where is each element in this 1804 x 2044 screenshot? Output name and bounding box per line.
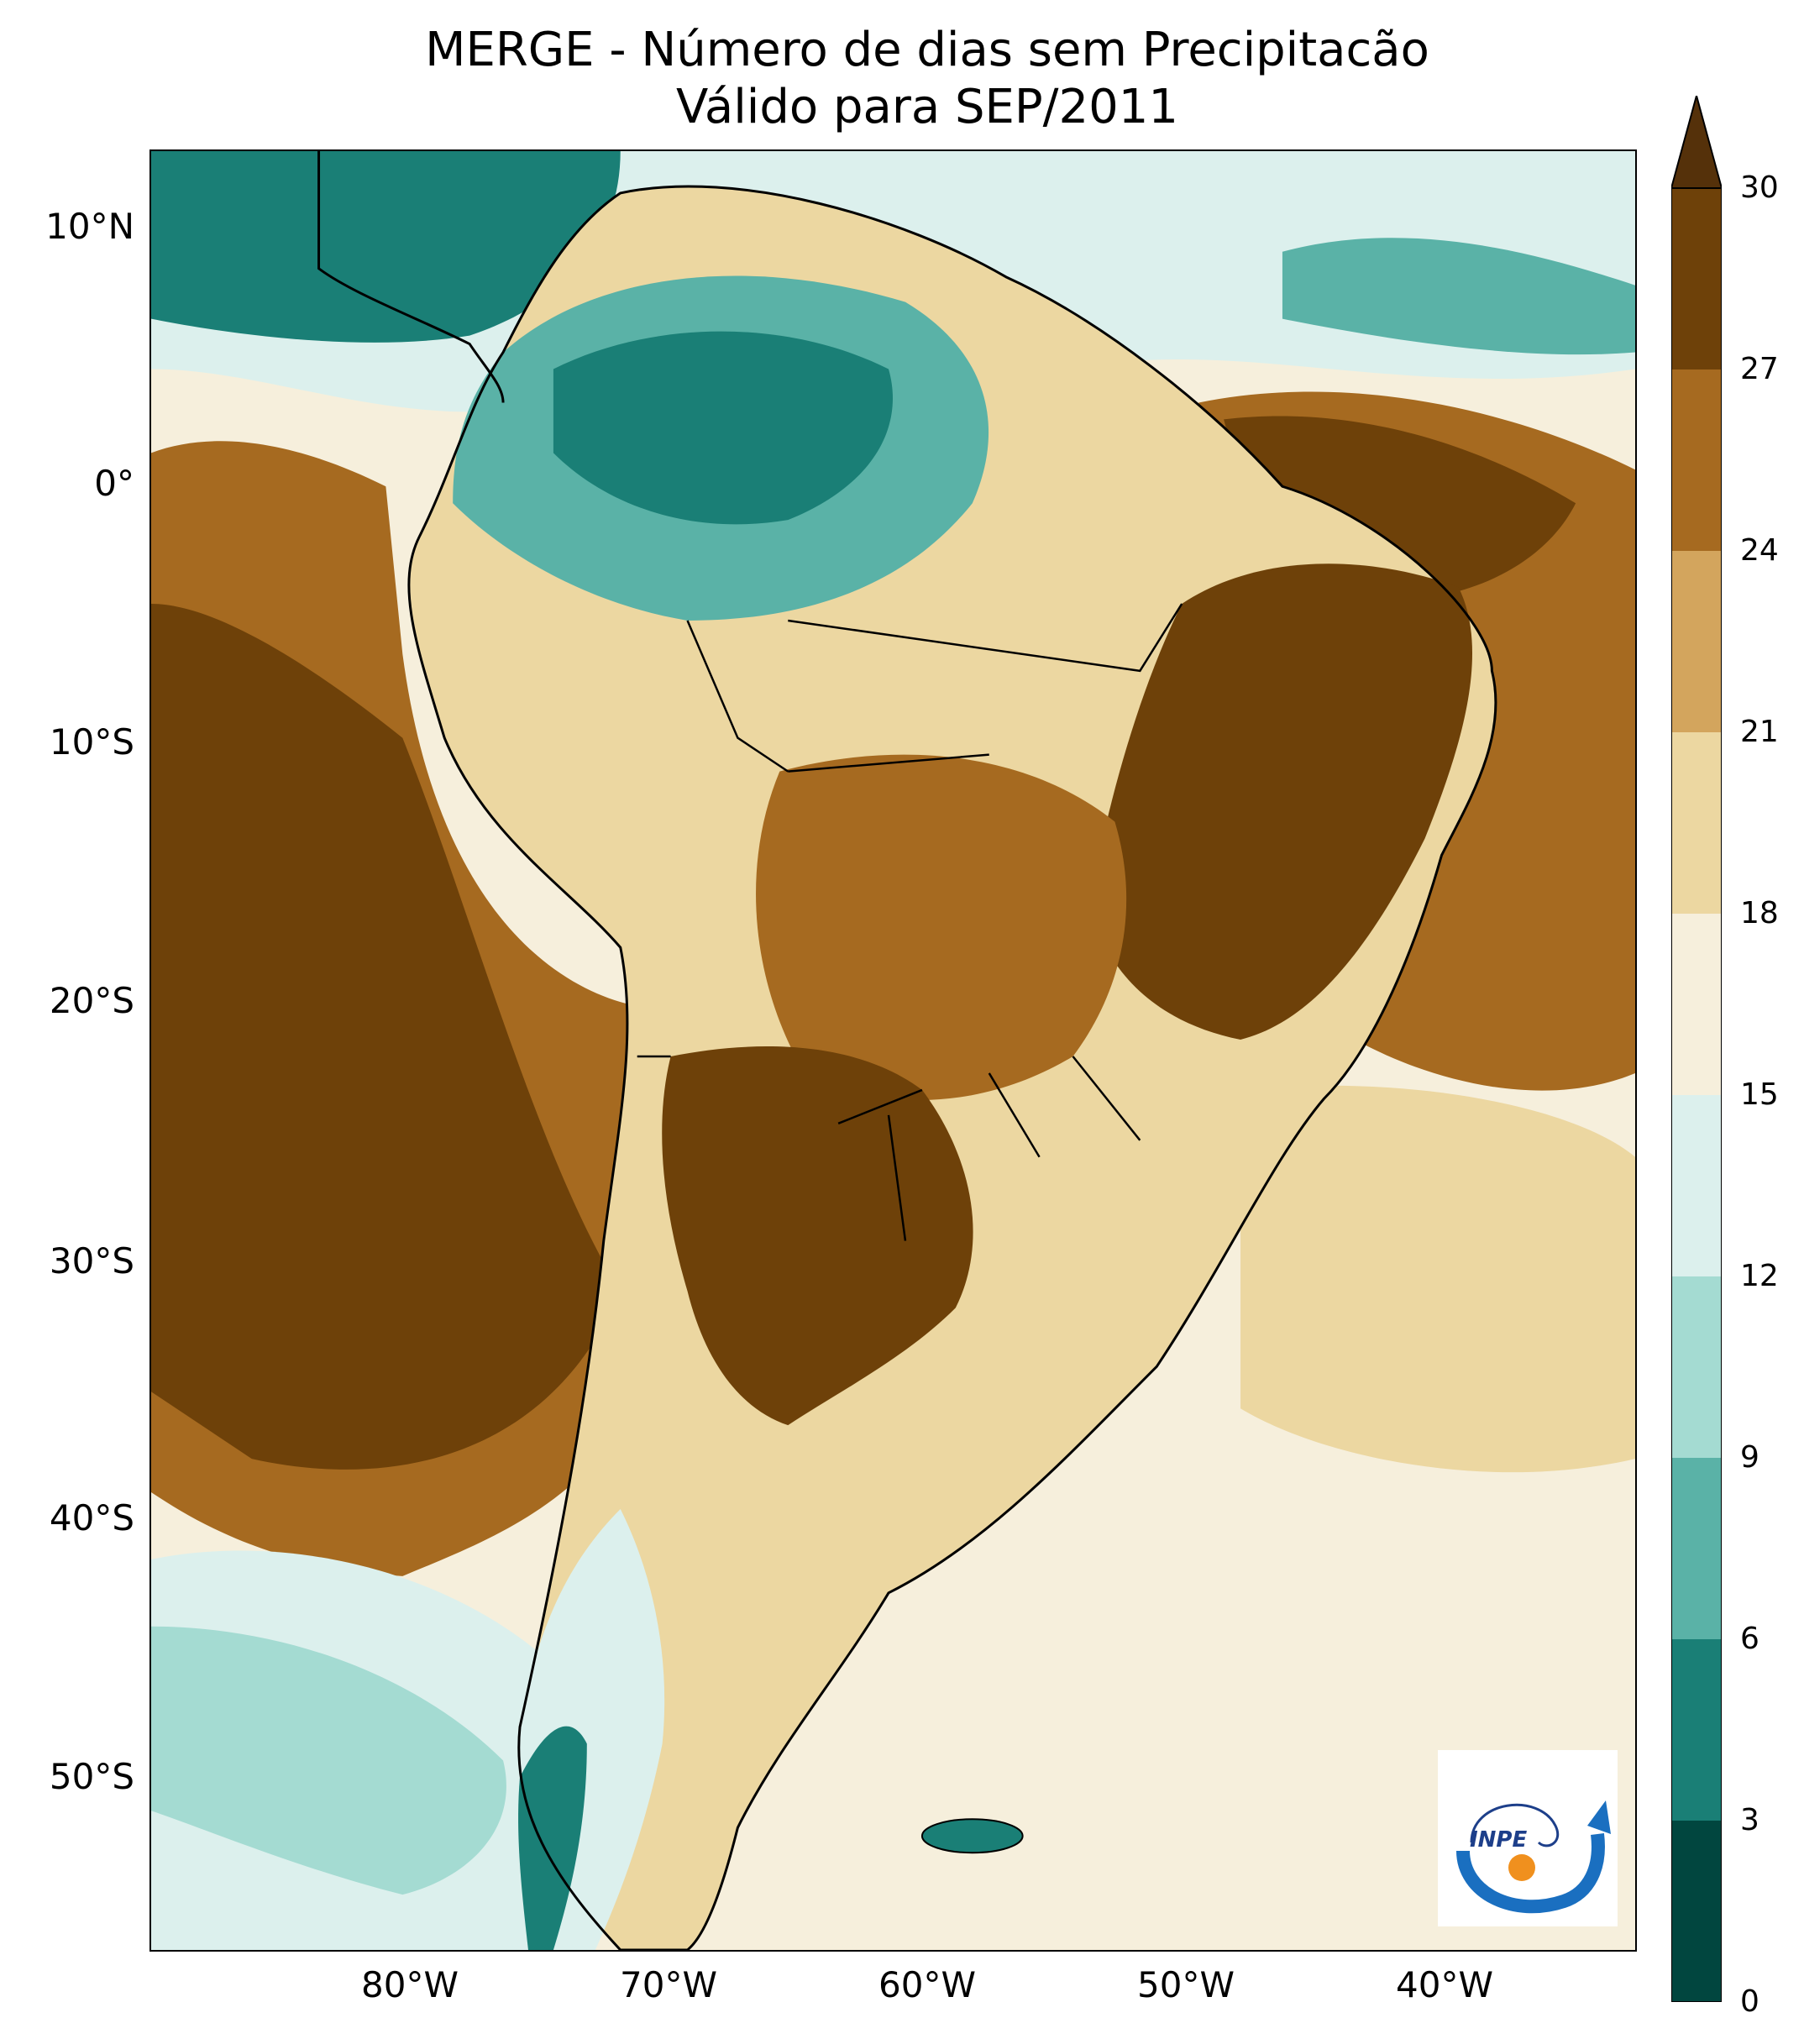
- atlantic-itcz-band: [1282, 238, 1635, 355]
- lat-tick-label: 20°S: [49, 980, 134, 1021]
- map-plot-area: [149, 149, 1637, 1952]
- colorbar-tick-label: 15: [1740, 1077, 1779, 1112]
- inpe-logo: INPE: [1438, 1750, 1618, 1926]
- pacific-very-dry-zone: [151, 603, 621, 1470]
- colorbar-band-6-9: [1671, 1458, 1722, 1639]
- colorbar-band-0-3: [1671, 1821, 1722, 2002]
- colorbar-band-24-27: [1671, 369, 1722, 551]
- colorbar-band-21-24: [1671, 551, 1722, 732]
- colorbar-tick-label: 27: [1740, 352, 1779, 386]
- colorbar: [1671, 96, 1722, 2002]
- colorbar-band-3-6: [1671, 1639, 1722, 1821]
- logo-arrow-icon: [1587, 1800, 1611, 1834]
- logo-text: INPE: [1470, 1827, 1528, 1853]
- continent-outline: [407, 185, 1497, 1950]
- colorbar-tick-label: 30: [1740, 170, 1779, 205]
- map-title-line1: MERGE - Número de dias sem Precipitacão: [425, 23, 1429, 77]
- colorbar-band-12-15: [1671, 1095, 1722, 1276]
- south-pacific-wetter-zone: [151, 1626, 506, 1895]
- logo-orbit: [1470, 1803, 1559, 1847]
- lat-tick-label: 10°S: [49, 721, 134, 763]
- lat-tick-label: 0°: [94, 463, 134, 504]
- colorbar-tick-label: 0: [1740, 1984, 1759, 2019]
- colorbar-extend-arrow: [1671, 96, 1722, 189]
- lat-tick-label: 50°S: [49, 1756, 134, 1797]
- precipitation-map: [151, 151, 1635, 1950]
- logo-orange-dot: [1508, 1854, 1535, 1881]
- south-atlantic-zone: [1240, 1085, 1635, 1473]
- lon-tick-label: 70°W: [620, 1964, 717, 2005]
- amazon-wettest-zone: [553, 331, 894, 525]
- colorbar-tick-label: 18: [1740, 896, 1779, 930]
- colorbar-tick-label: 24: [1740, 533, 1779, 568]
- colorbar-tick-label: 12: [1740, 1259, 1779, 1293]
- central-brazil-dry-zone: [756, 754, 1127, 1100]
- colorbar-band-27-30: [1671, 188, 1722, 369]
- inpe-logo-graphic: [1456, 1800, 1611, 1914]
- colorbar-tick-label: 21: [1740, 715, 1779, 749]
- map-title-line2: Válido para SEP/2011: [675, 80, 1179, 134]
- lon-tick-label: 60°W: [878, 1964, 976, 2005]
- colorbar-band-9-12: [1671, 1276, 1722, 1458]
- colorbar-tick-label: 3: [1740, 1803, 1759, 1837]
- lat-tick-label: 10°N: [45, 206, 134, 247]
- logo-swoosh: [1456, 1833, 1605, 1914]
- colorbar-band-15-18: [1671, 914, 1722, 1095]
- central-america-outline: [317, 151, 505, 403]
- caribbean-wet-zone: [151, 151, 621, 343]
- lon-tick-label: 40°W: [1396, 1964, 1493, 2005]
- colorbar-outline: [1671, 187, 1722, 2002]
- colorbar-tick-label: 9: [1740, 1440, 1759, 1475]
- colorbar-tick-label: 6: [1740, 1622, 1759, 1656]
- lon-tick-label: 80°W: [361, 1964, 459, 2005]
- country-borders: [637, 603, 1183, 1241]
- lat-tick-label: 30°S: [49, 1240, 134, 1281]
- northeast-brazil-dry-zone: [1089, 563, 1473, 1040]
- colorbar-band-18-21: [1671, 732, 1722, 914]
- falkland-islands: [920, 1818, 1024, 1854]
- southern-chile-wet-zone: [518, 1726, 587, 1950]
- argentina-very-dry-zone: [662, 1046, 973, 1426]
- lat-tick-label: 40°S: [49, 1497, 134, 1538]
- lon-tick-label: 50°W: [1137, 1964, 1235, 2005]
